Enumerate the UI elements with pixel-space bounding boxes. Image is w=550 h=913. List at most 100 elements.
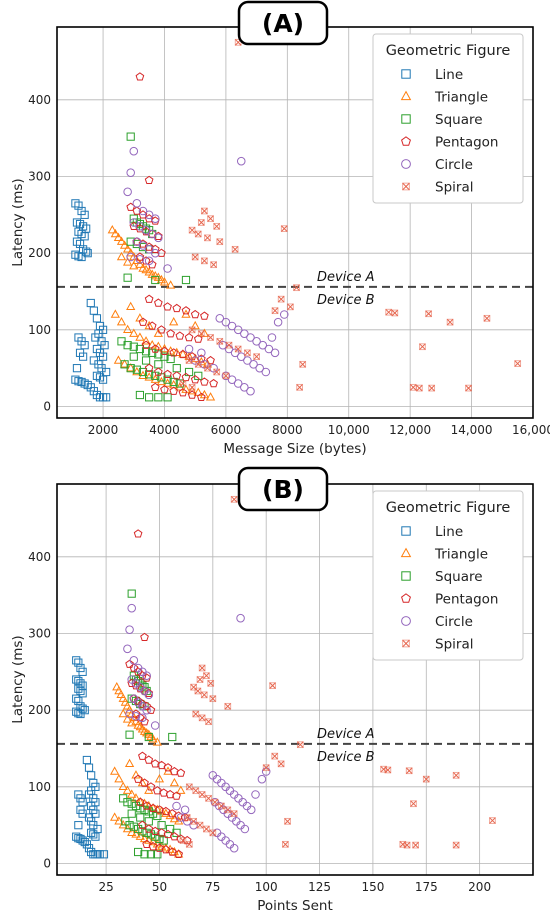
data-point	[184, 351, 194, 360]
legend-label: Square	[435, 112, 483, 128]
data-point	[123, 273, 132, 282]
data-point	[155, 805, 164, 814]
panel-label-b: (B)	[237, 466, 329, 512]
data-point	[150, 216, 160, 225]
data-point	[144, 372, 154, 381]
data-point	[127, 827, 137, 837]
data-point	[179, 380, 187, 387]
data-point	[178, 349, 188, 358]
data-point	[150, 344, 160, 353]
data-point	[80, 706, 89, 715]
data-point	[140, 850, 149, 859]
data-point	[135, 224, 145, 233]
data-point	[136, 813, 145, 822]
data-point	[200, 377, 209, 386]
data-point	[157, 325, 166, 334]
data-point	[150, 248, 160, 258]
legend-item-line: Line	[401, 67, 463, 83]
data-point	[234, 345, 242, 353]
data-point	[78, 704, 87, 713]
data-point	[262, 764, 270, 772]
data-point	[270, 348, 280, 358]
data-point	[194, 687, 202, 695]
data-point	[169, 348, 179, 357]
data-point	[126, 364, 135, 373]
data-point	[144, 210, 154, 220]
data-point	[172, 791, 181, 800]
data-point	[243, 356, 252, 365]
x-tick-label: 200	[468, 880, 491, 894]
data-point	[76, 686, 85, 696]
legend-items: Line Triangle Square Pentagon Circle Spiral	[400, 67, 498, 196]
data-point	[159, 836, 168, 845]
data-point	[74, 821, 83, 830]
data-point	[78, 689, 87, 698]
data-point	[78, 809, 87, 818]
legend-item-triangle: Triangle	[400, 547, 488, 563]
data-point	[190, 375, 200, 384]
data-point	[110, 228, 120, 238]
data-point	[129, 656, 139, 665]
data-point	[140, 632, 149, 642]
data-point	[184, 332, 194, 342]
data-point	[131, 712, 141, 721]
data-point	[118, 708, 128, 718]
data-point	[209, 829, 217, 837]
data-point	[141, 256, 151, 265]
data-point	[112, 681, 122, 691]
data-point	[72, 364, 82, 373]
data-point	[107, 224, 117, 234]
data-point	[200, 691, 208, 699]
data-point	[80, 232, 89, 241]
data-point	[133, 774, 143, 783]
data-point	[142, 701, 152, 711]
data-point	[150, 826, 160, 835]
threshold-a: Device A Device B	[57, 270, 533, 308]
data-point	[138, 239, 148, 248]
panel-label-text: (B)	[262, 475, 304, 504]
data-point	[163, 302, 172, 311]
data-point	[168, 732, 177, 742]
data-point	[233, 379, 243, 388]
data-point	[74, 377, 83, 386]
data-point	[144, 755, 154, 764]
data-point	[92, 390, 102, 400]
data-point	[465, 384, 472, 392]
data-point	[74, 201, 83, 210]
data-point	[422, 775, 430, 783]
data-point	[204, 364, 211, 372]
data-point	[122, 714, 133, 723]
y-tick-label: 0	[43, 400, 51, 414]
legend-label: Triangle	[434, 90, 488, 106]
data-point	[185, 357, 193, 364]
data-point	[123, 324, 133, 334]
data-point	[403, 841, 411, 849]
data-point	[144, 688, 154, 697]
data-point	[183, 814, 191, 821]
data-point	[246, 386, 255, 396]
data-point	[284, 817, 291, 825]
series-pentagon	[126, 72, 218, 401]
data-point	[160, 346, 169, 355]
data-point	[240, 329, 249, 338]
data-point	[167, 809, 177, 818]
data-point	[296, 741, 304, 749]
data-point	[135, 344, 145, 354]
data-point	[129, 261, 139, 270]
y-tick-label: 100	[28, 323, 51, 337]
data-point	[428, 384, 436, 392]
data-point	[132, 237, 142, 246]
data-point	[384, 766, 392, 774]
data-point	[144, 256, 154, 266]
data-point	[110, 812, 120, 821]
series-spiral	[179, 495, 496, 849]
data-point	[144, 835, 154, 844]
data-point	[200, 311, 209, 320]
data-point	[178, 349, 188, 359]
data-point	[129, 146, 139, 156]
data-point	[74, 696, 83, 706]
data-point	[175, 331, 185, 340]
data-point	[95, 850, 104, 859]
data-point	[165, 844, 175, 853]
